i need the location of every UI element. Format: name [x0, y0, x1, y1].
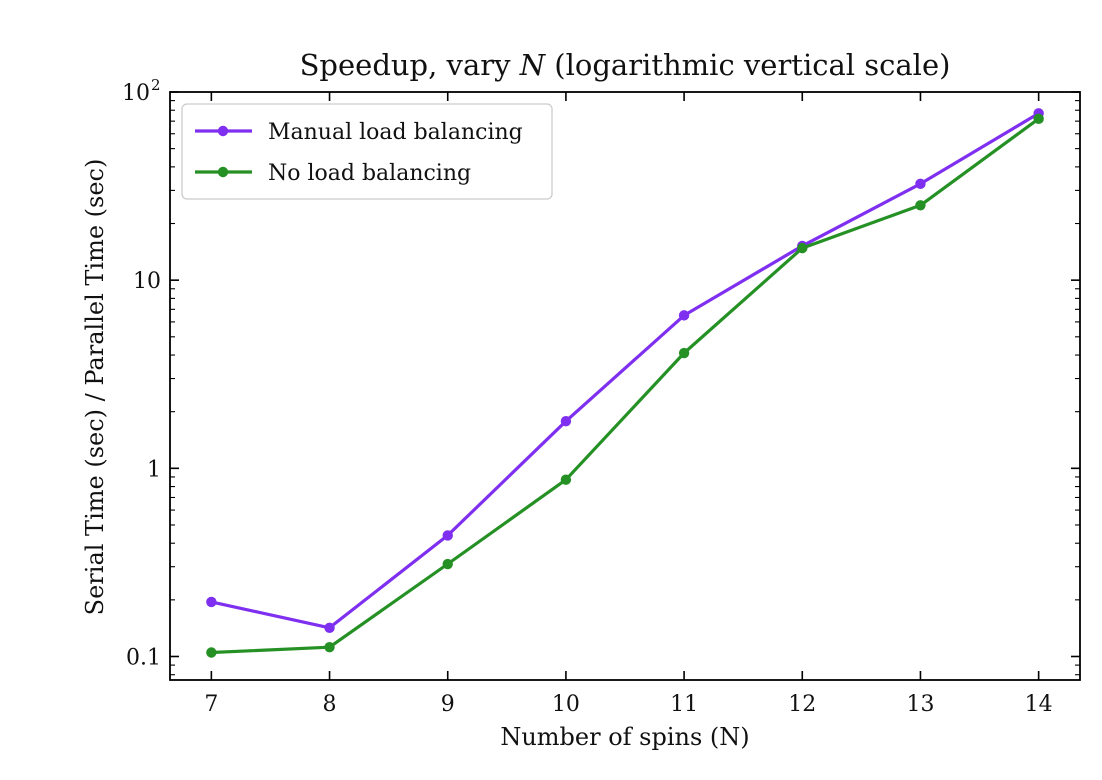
- series-1-point: [915, 178, 926, 190]
- x-tick-label: 8: [323, 692, 337, 717]
- x-tick-label: 10: [552, 692, 580, 717]
- y-tick-label: 10: [133, 269, 161, 294]
- series-1-point: [678, 310, 690, 321]
- series-2-point: [915, 200, 926, 211]
- chart-title: Speedup, vary N (logarithmic vertical sc…: [300, 48, 951, 82]
- x-tick-label: 7: [204, 692, 218, 717]
- series-1-point: [442, 530, 453, 541]
- x-axis-label: Number of spins (N): [500, 723, 749, 751]
- series-2-point: [678, 347, 690, 359]
- series-2-point: [560, 474, 572, 485]
- axes-frame: [169, 91, 1081, 681]
- y-tick-label: 10: [122, 81, 150, 106]
- chart-title-suffix: (logarithmic vertical scale): [545, 48, 950, 82]
- series-2-point: [1033, 113, 1044, 125]
- series-1-point: [560, 416, 572, 427]
- x-tick-label: 14: [1025, 692, 1053, 717]
- x-tick-label: 12: [788, 692, 816, 717]
- chart-title-prefix: Speedup, vary: [300, 48, 520, 82]
- y-axis-label: Serial Time (sec) / Parallel Time (sec): [81, 159, 109, 616]
- legend-label-1: Manual load balancing: [268, 120, 523, 145]
- series-2-point: [797, 242, 808, 254]
- x-tick-label: 13: [906, 692, 934, 717]
- x-tick-label: 9: [441, 692, 455, 717]
- series-1-point: [206, 596, 217, 608]
- chart-title-variable: N: [519, 48, 547, 82]
- legend-label-2: No load balancing: [268, 161, 471, 186]
- series-2-point: [442, 558, 453, 570]
- series-2-point: [324, 642, 335, 653]
- series-1-point: [324, 622, 335, 634]
- x-tick-label: 11: [670, 692, 698, 717]
- series-2-point: [206, 647, 217, 658]
- legend: [181, 103, 553, 200]
- y-tick-label: 1: [147, 457, 161, 482]
- legend-marker-2: [217, 166, 229, 178]
- legend-marker-1: [217, 125, 229, 137]
- series-line-1: [211, 112, 1040, 630]
- y-tick-label: 0.1: [126, 645, 161, 670]
- y-tick-label-exponent: 2: [151, 76, 161, 94]
- series-line-2: [211, 117, 1040, 655]
